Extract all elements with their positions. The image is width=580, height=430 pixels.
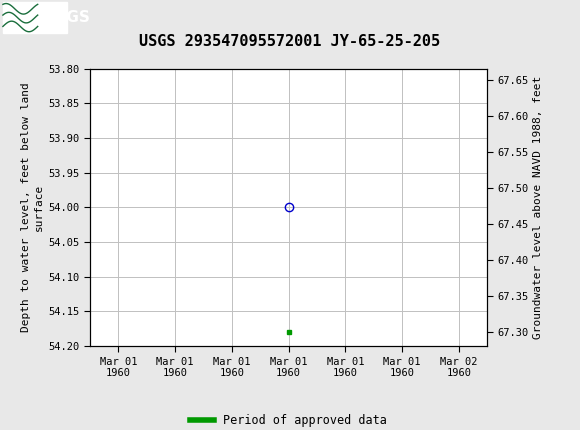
Y-axis label: Groundwater level above NAVD 1988, feet: Groundwater level above NAVD 1988, feet (533, 76, 543, 339)
Legend: Period of approved data: Period of approved data (186, 409, 392, 430)
Text: USGS: USGS (44, 10, 90, 25)
Bar (3, 2, 67, 34)
Y-axis label: Depth to water level, feet below land
surface: Depth to water level, feet below land su… (21, 83, 44, 332)
Text: USGS 293547095572001 JY-65-25-205: USGS 293547095572001 JY-65-25-205 (139, 34, 441, 49)
